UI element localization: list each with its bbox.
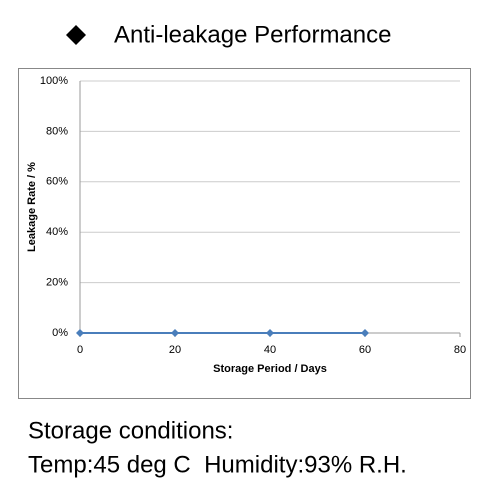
marker: [361, 329, 369, 337]
chart-frame: [18, 68, 471, 399]
y-tick-label: 0%: [52, 327, 68, 339]
y-axis-label: Leakage Rate / %: [26, 162, 38, 252]
marker: [76, 329, 84, 337]
title-bullet: [66, 25, 86, 45]
x-axis-label: Storage Period / Days: [213, 363, 327, 375]
x-tick-label: 40: [264, 344, 276, 356]
y-tick-label: 60%: [46, 176, 68, 188]
y-tick-label: 80%: [46, 125, 68, 137]
marker: [171, 329, 179, 337]
note: Storage conditions:: [28, 417, 233, 444]
y-tick-label: 100%: [40, 75, 68, 87]
x-tick-label: 60: [359, 344, 371, 356]
y-tick-label: 20%: [46, 277, 68, 289]
x-tick-label: 0: [77, 344, 83, 356]
x-tick-label: 20: [169, 344, 181, 356]
y-tick-label: 40%: [46, 226, 68, 238]
x-tick-label: 80: [454, 344, 466, 356]
chart-title: Anti-leakage Performance: [114, 21, 391, 48]
marker: [266, 329, 274, 337]
note: Temp:45 deg C Humidity:93% R.H.: [28, 451, 407, 478]
